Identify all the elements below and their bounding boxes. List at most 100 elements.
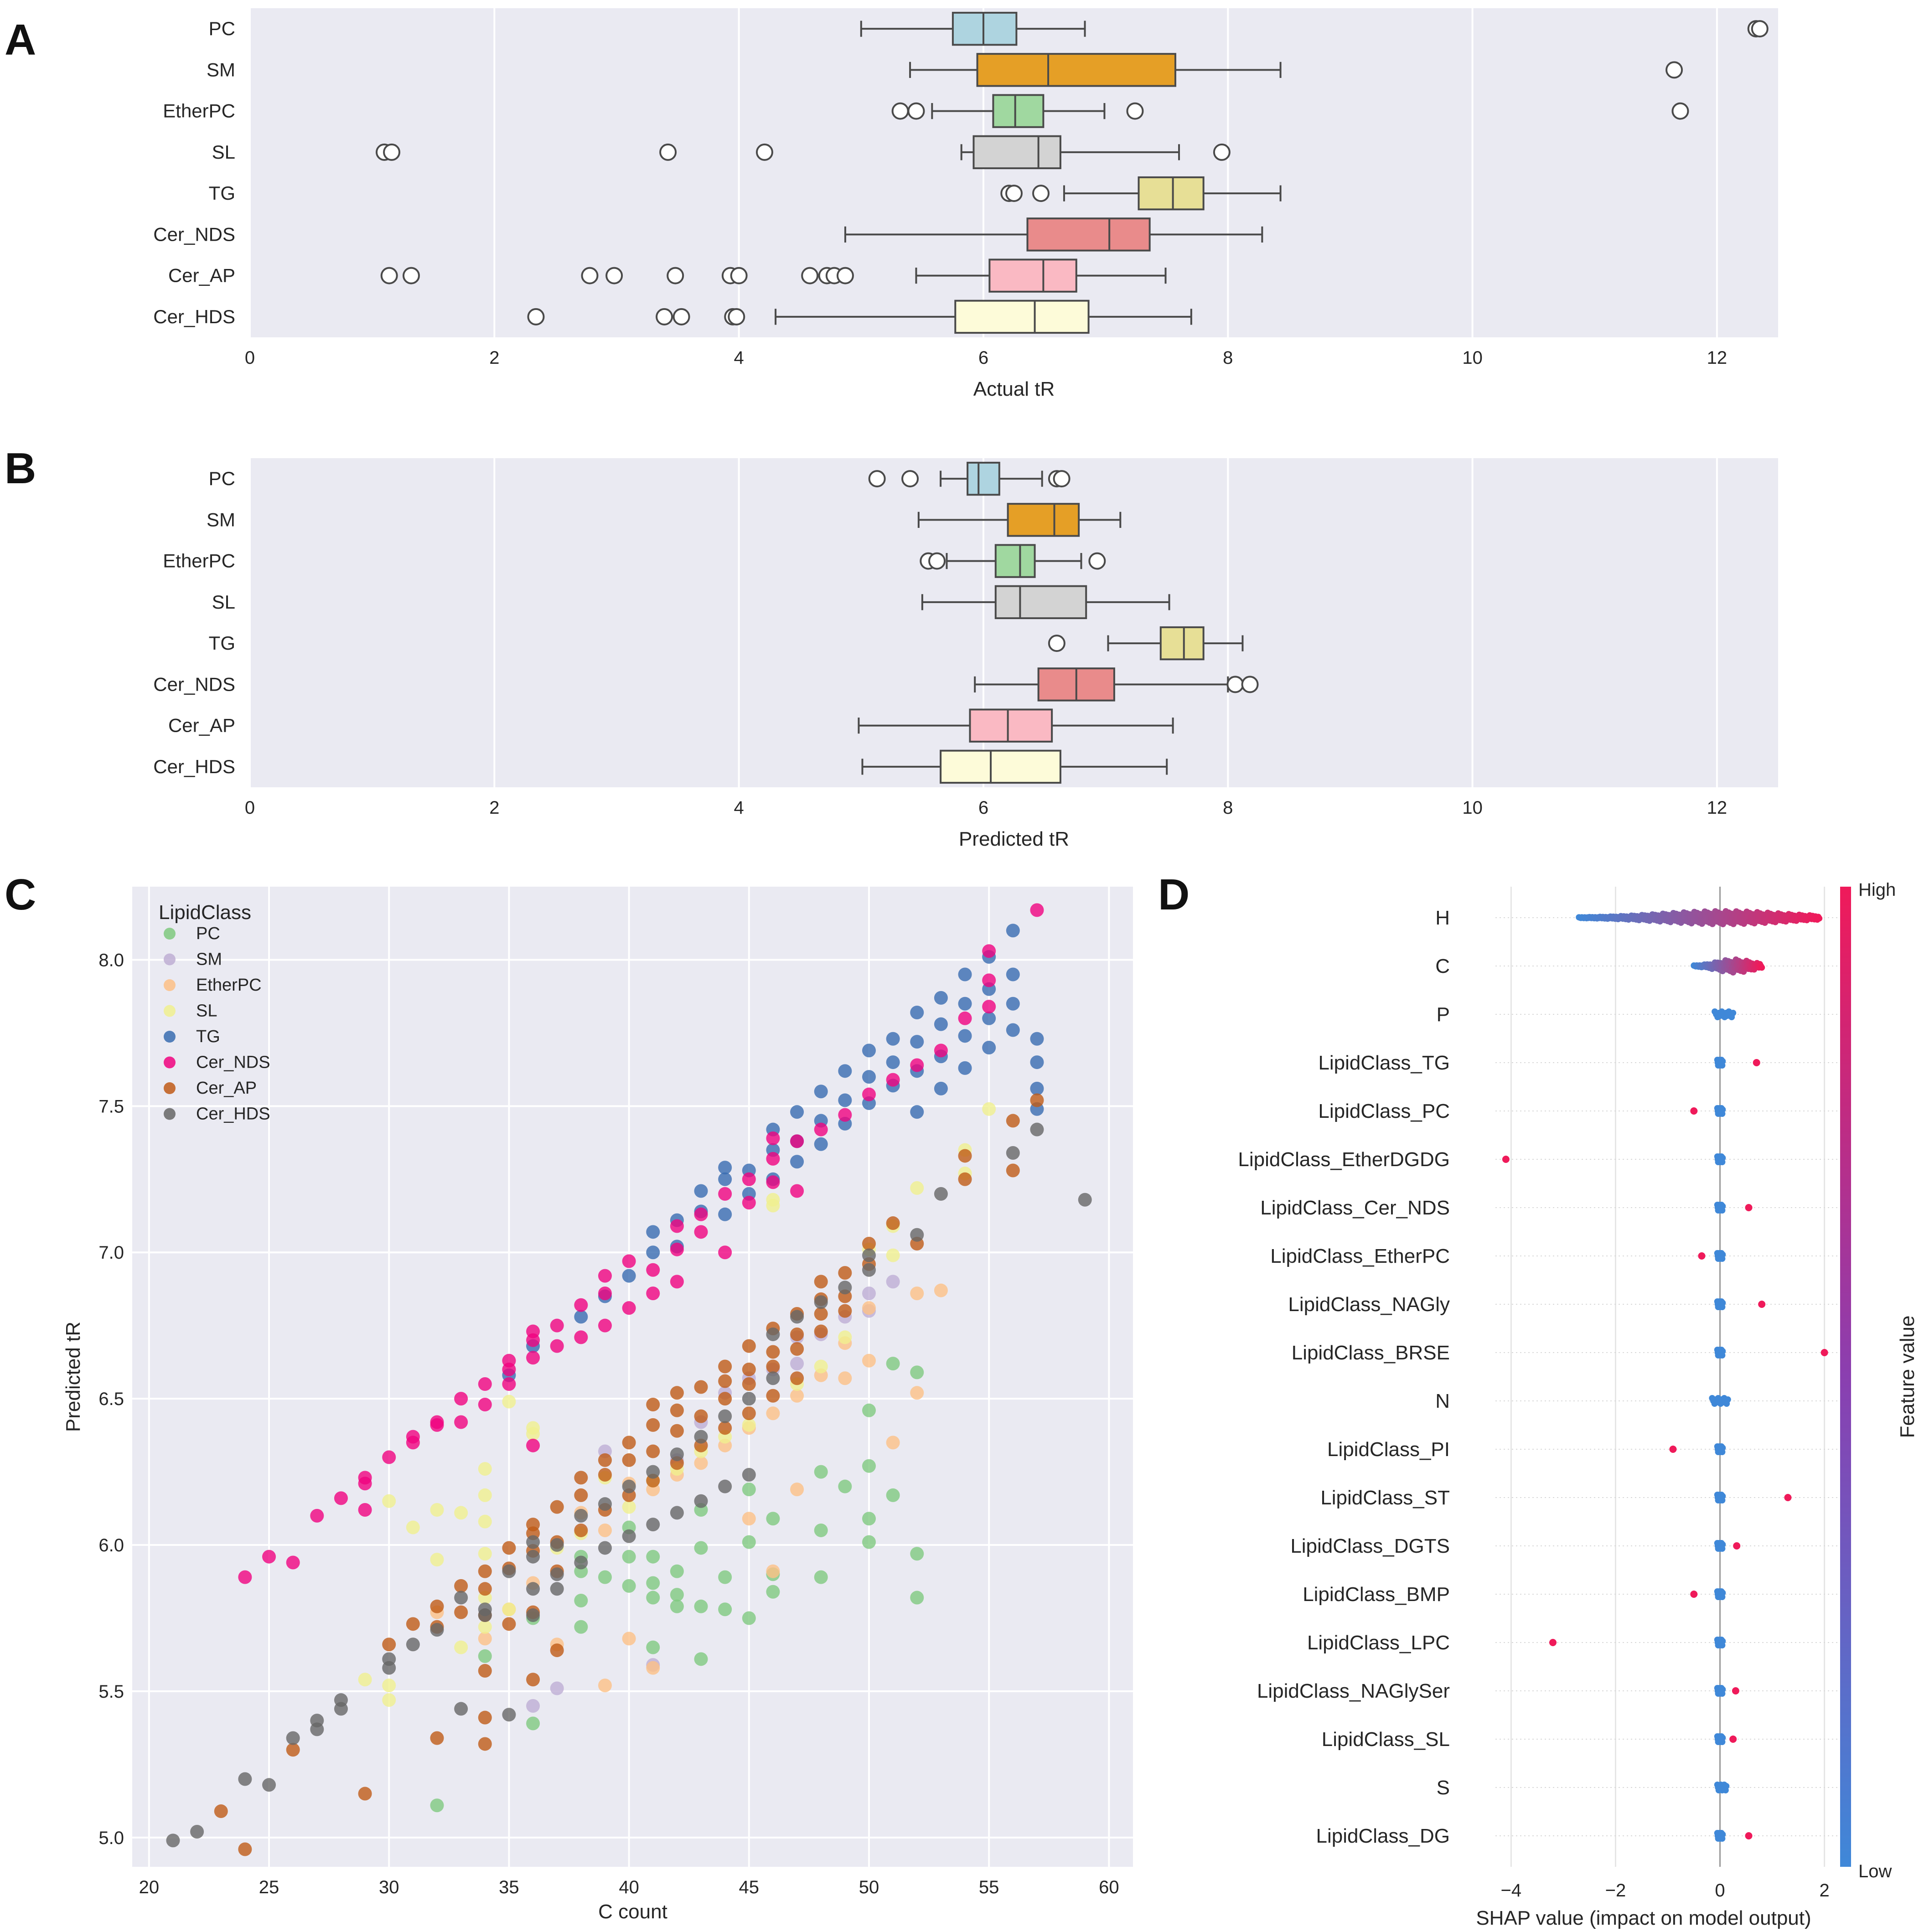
scatter-point: [646, 1550, 660, 1564]
scatter-point: [862, 1286, 876, 1301]
scatter-point: [406, 1617, 420, 1631]
scatter-point: [670, 1219, 684, 1233]
scatter-point: [694, 1494, 708, 1508]
shap-outlier-point: [1784, 1494, 1792, 1501]
scatter-point: [1006, 967, 1020, 981]
scatter-point: [670, 1506, 684, 1520]
box: [992, 94, 1045, 128]
outlier-point: [581, 267, 599, 284]
scatter-point: [430, 1415, 444, 1429]
panel-c-x-axis-label: C count: [598, 1901, 667, 1923]
scatter-point: [670, 1599, 684, 1613]
box: [988, 258, 1077, 293]
scatter-point: [838, 1304, 852, 1318]
scatter-point: [814, 1359, 828, 1374]
scatter-point: [670, 1275, 684, 1289]
category-label: Cer_NDS: [153, 673, 235, 695]
scatter-point: [622, 1453, 636, 1467]
x-tick-label: 20: [139, 1877, 160, 1897]
x-tick-label: 10: [1462, 798, 1483, 818]
scatter-point: [718, 1207, 732, 1221]
scatter-point: [406, 1638, 420, 1652]
shap-outlier-point: [1690, 1591, 1698, 1598]
scatter-point: [718, 1359, 732, 1374]
scatter-point: [502, 1377, 516, 1391]
scatter-point: [670, 1564, 684, 1578]
scatter-point: [886, 1073, 900, 1087]
scatter-point: [454, 1605, 468, 1619]
scatter-point: [646, 1245, 660, 1260]
scatter-point: [862, 1403, 876, 1417]
shap-point: [1719, 1638, 1726, 1644]
scatter-point: [766, 1359, 780, 1374]
scatter-point: [862, 1512, 876, 1526]
scatter-point: [814, 1324, 828, 1338]
scatter-point: [742, 1362, 756, 1376]
scatter-point: [718, 1172, 732, 1186]
category-label: TG: [209, 632, 235, 654]
scatter-point: [502, 1708, 516, 1722]
scatter-point: [646, 1465, 660, 1479]
legend-marker: [164, 1031, 176, 1043]
scatter-point: [622, 1269, 636, 1283]
outlier-point: [1032, 185, 1050, 202]
x-tick-label: 4: [734, 798, 744, 818]
scatter-point: [694, 1541, 708, 1555]
scatter-point: [958, 1172, 972, 1186]
feature-label: LipidClass_EtherDGDG: [1238, 1148, 1450, 1171]
scatter-point: [766, 1152, 780, 1166]
scatter-point: [694, 1599, 708, 1613]
scatter-point: [766, 1371, 780, 1385]
scatter-point: [1030, 1081, 1044, 1095]
scatter-point: [478, 1547, 492, 1561]
scatter-point: [454, 1591, 468, 1605]
scatter-point: [574, 1471, 588, 1485]
scatter-point: [886, 1436, 900, 1450]
shap-point: [1719, 1106, 1726, 1113]
scatter-point: [910, 1181, 924, 1195]
scatter-point: [598, 1318, 612, 1333]
scatter-point: [862, 1248, 876, 1262]
scatter-point: [742, 1339, 756, 1353]
scatter-point: [574, 1508, 588, 1523]
legend-label: SM: [196, 950, 222, 969]
scatter-point: [742, 1468, 756, 1482]
scatter-point: [862, 1070, 876, 1084]
box: [994, 585, 1087, 620]
panel-c-scatter: 20 25 30 35 40 45 50 55 605.05.56.06.57.07.58.0 …: [62, 887, 1133, 1923]
x-tick-label: 35: [499, 1877, 519, 1897]
scatter-point: [694, 1652, 708, 1666]
shap-outlier-point: [1549, 1639, 1557, 1646]
scatter-point: [430, 1599, 444, 1613]
scatter-point: [526, 1535, 540, 1549]
category-label: TG: [209, 182, 235, 204]
panel-label-a: A: [5, 15, 36, 64]
y-tick-label: 7.5: [98, 1096, 124, 1116]
scatter-point: [286, 1743, 300, 1757]
scatter-point: [742, 1172, 756, 1186]
panel-a-boxplot: 0 2 4 6 8 10 12 PC SM EtherPC SL TG Cer_NDS Cer_AP Ce…: [153, 8, 1778, 400]
scatter-point: [622, 1479, 636, 1493]
legend-marker: [164, 1005, 176, 1017]
scatter-point: [694, 1225, 708, 1239]
shap-outlier-point: [1669, 1446, 1677, 1453]
scatter-point: [598, 1541, 612, 1555]
scatter-point: [646, 1263, 660, 1277]
legend-title: LipidClass: [159, 901, 251, 924]
scatter-point: [694, 1456, 708, 1470]
scatter-point: [430, 1623, 444, 1637]
category-label: EtherPC: [163, 550, 235, 572]
scatter-point: [814, 1275, 828, 1289]
x-tick-label: 0: [1715, 1880, 1725, 1901]
colorbar-high-label: High: [1858, 880, 1896, 900]
outlier-point: [801, 267, 819, 284]
scatter-point: [550, 1339, 564, 1353]
x-tick-label: 2: [1820, 1880, 1830, 1901]
feature-label: LipidClass_ST: [1320, 1487, 1450, 1509]
feature-label: LipidClass_Cer_NDS: [1260, 1197, 1450, 1219]
shap-outlier-point: [1732, 1687, 1739, 1694]
scatter-point: [910, 1547, 924, 1561]
shap-point: [1719, 1445, 1726, 1451]
scatter-point: [910, 1005, 924, 1019]
colorbar-low-label: Low: [1858, 1861, 1892, 1881]
